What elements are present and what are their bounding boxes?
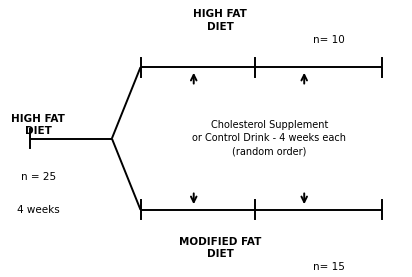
Text: n = 25: n = 25 — [21, 172, 56, 182]
Text: HIGH FAT
DIET: HIGH FAT DIET — [193, 9, 247, 32]
Text: Cholesterol Supplement
or Control Drink - 4 weeks each
(random order): Cholesterol Supplement or Control Drink … — [192, 120, 346, 157]
Text: MODIFIED FAT
DIET: MODIFIED FAT DIET — [179, 237, 262, 259]
Text: HIGH FAT
DIET: HIGH FAT DIET — [11, 114, 65, 136]
Text: n= 10: n= 10 — [313, 35, 345, 45]
Text: 4 weeks: 4 weeks — [17, 205, 60, 215]
Text: n= 15: n= 15 — [313, 262, 345, 272]
